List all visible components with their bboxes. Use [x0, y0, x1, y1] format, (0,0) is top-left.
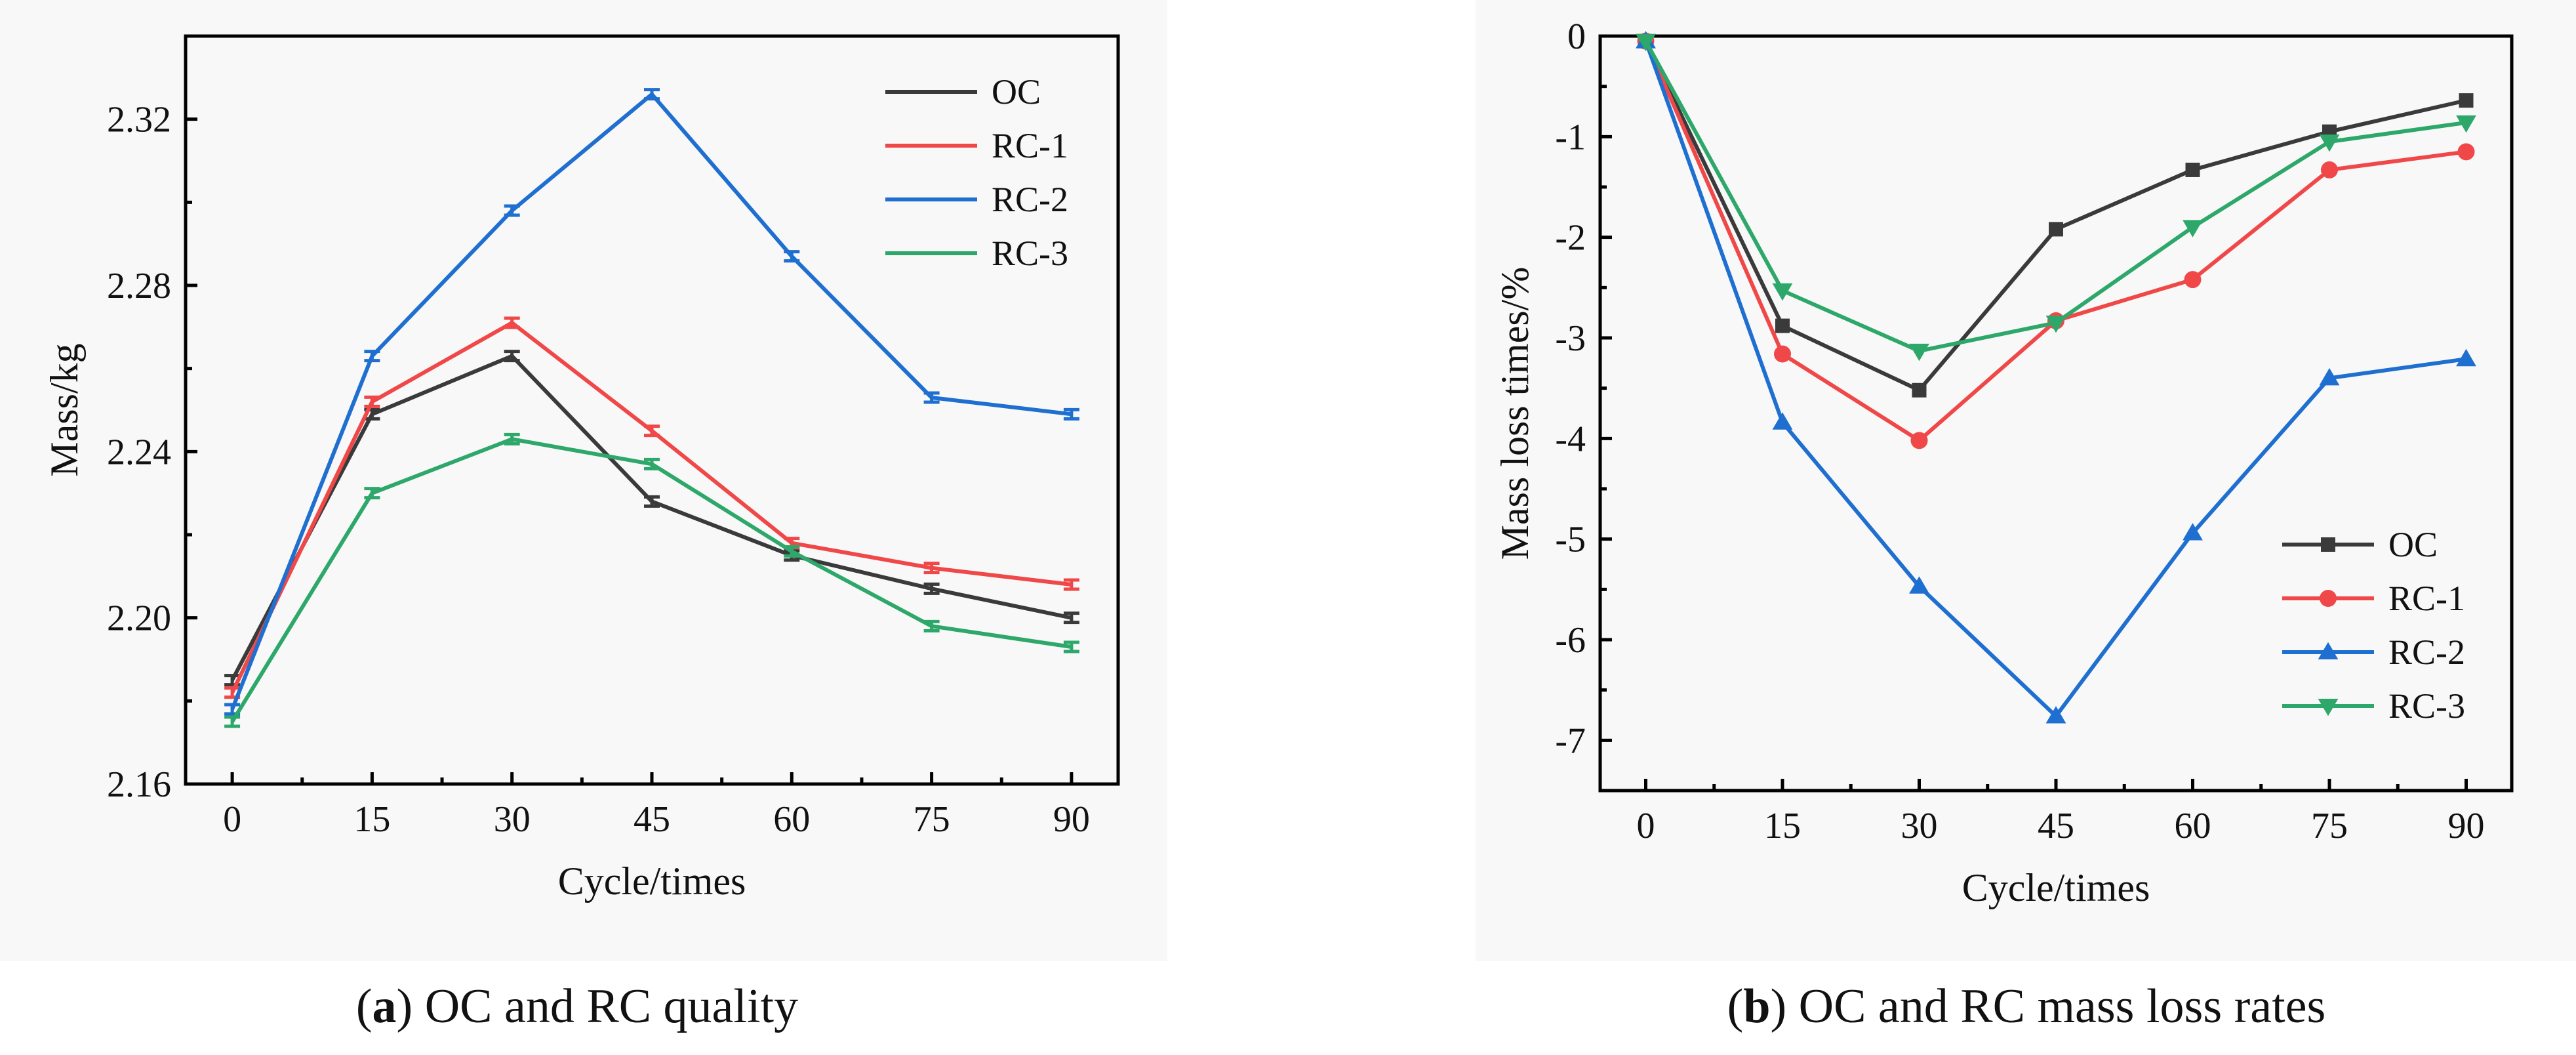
data-point-marker: [1909, 576, 1929, 594]
legend-label-oc: OC: [992, 72, 1041, 112]
x-tick-label: 45: [2038, 806, 2074, 846]
y-tick-label: -1: [1555, 117, 1586, 157]
data-point-marker: [2183, 220, 2203, 238]
data-point-marker: [2319, 367, 2340, 386]
legend-label-rc-2: RC-2: [992, 180, 1068, 219]
y-tick-label: -2: [1555, 218, 1586, 259]
y-tick-label: -5: [1555, 520, 1586, 560]
data-point-marker: [2457, 143, 2475, 161]
data-point-marker: [1772, 412, 1793, 430]
x-tick-label: 90: [1053, 799, 1090, 840]
data-point-marker: [2185, 162, 2200, 177]
y-tick-label: 2.20: [107, 598, 171, 639]
data-point-marker: [2183, 523, 2203, 541]
x-tick-label: 0: [1637, 806, 1655, 846]
caption-a-letter: a: [372, 980, 397, 1033]
data-point-marker: [2456, 115, 2476, 133]
data-point-marker: [1636, 33, 1656, 52]
x-tick-label: 75: [2311, 806, 2348, 846]
data-point-marker: [2045, 316, 2066, 333]
x-tick-label: 45: [634, 799, 670, 840]
caption-b-text: OC and RC mass loss rates: [1786, 980, 2325, 1033]
x-axis-title: Cycle/times: [558, 859, 746, 903]
data-point-marker: [1912, 383, 1927, 398]
data-point-marker: [2319, 134, 2340, 152]
data-point-marker: [2456, 348, 2476, 367]
caption-a-text: OC and RC quality: [413, 980, 798, 1033]
panel-a-background: [0, 0, 1167, 961]
data-point-marker: [2045, 706, 2066, 724]
y-tick-label: 2.16: [107, 764, 171, 805]
x-tick-label: 60: [2175, 806, 2211, 846]
legend-label-rc-2: RC-2: [2388, 632, 2465, 672]
x-tick-label: 60: [773, 799, 810, 840]
caption-b-letter: b: [1743, 980, 1770, 1033]
data-point-marker: [1909, 343, 1929, 362]
x-axis-title: Cycle/times: [1962, 866, 2150, 909]
legend-marker: [2318, 642, 2339, 659]
y-tick-label: 0: [1567, 16, 1586, 57]
data-point-marker: [2459, 93, 2474, 108]
data-point-marker: [2049, 222, 2063, 237]
legend-marker: [2318, 699, 2339, 716]
data-point-marker: [1775, 318, 1790, 333]
legend-label-rc-3: RC-3: [992, 234, 1068, 273]
y-tick-label: -4: [1555, 419, 1586, 459]
y-tick-label: 2.32: [107, 100, 171, 140]
legend-marker: [2321, 537, 2335, 552]
caption-a: (a) OC and RC quality: [356, 980, 798, 1033]
x-tick-label: 30: [1901, 806, 1938, 846]
legend-label-oc: OC: [2388, 525, 2438, 564]
y-axis-title: Mass loss times/%: [1493, 267, 1537, 560]
chart-a-mass: 0 15 30 45 60 75 90 2.16 2.20 2.24 2.28 2.32 Cycle/t…: [43, 34, 1120, 903]
legend-label-rc-3: RC-3: [2388, 686, 2465, 726]
data-point-marker: [1772, 283, 1793, 301]
data-point-marker: [2184, 271, 2202, 289]
data-point-marker: [1910, 432, 1928, 449]
x-tick-label: 75: [914, 799, 950, 840]
y-axis-title: Mass/kg: [43, 343, 86, 476]
x-tick-label: 30: [494, 799, 531, 840]
y-tick-label: -7: [1555, 720, 1586, 761]
caption-b: (b) OC and RC mass loss rates: [1727, 980, 2326, 1033]
x-tick-label: 90: [2448, 806, 2485, 846]
legend-marker: [2320, 590, 2337, 607]
y-tick-label: -6: [1555, 620, 1586, 661]
x-tick-label: 15: [353, 799, 390, 840]
legend-label-rc-1: RC-1: [992, 126, 1068, 165]
x-tick-label: 15: [1764, 806, 1801, 846]
chart-b-mass-loss: 0 15 30 45 60 75 90 0 -1 -2 -3 -4 -5 -6 -7 Cycle/times M…: [1493, 16, 2514, 909]
x-tick-label: 0: [223, 799, 241, 840]
y-tick-label: 2.28: [107, 266, 171, 306]
y-tick-label: 2.24: [107, 432, 171, 472]
y-tick-label: -3: [1555, 318, 1586, 359]
legend-label-rc-1: RC-1: [2388, 579, 2465, 618]
data-point-marker: [2321, 161, 2338, 178]
data-point-marker: [1774, 345, 1791, 363]
